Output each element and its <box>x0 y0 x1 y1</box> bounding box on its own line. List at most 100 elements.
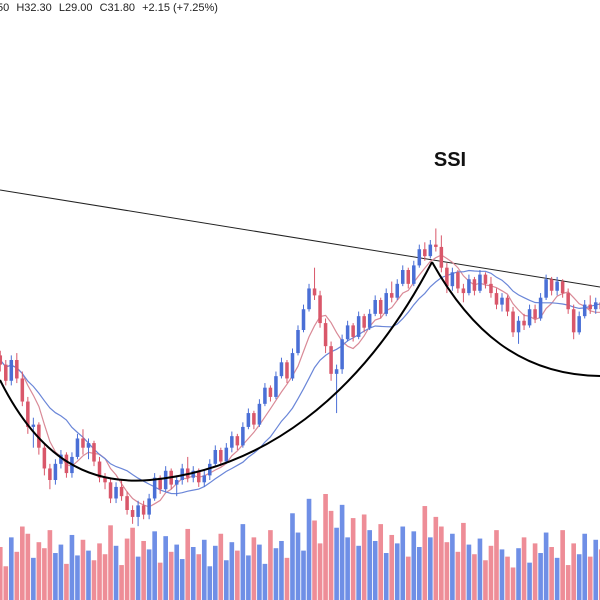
volume-bar <box>411 531 417 600</box>
volume-bar <box>262 563 268 600</box>
candlestick <box>456 270 460 294</box>
fast-moving-average-line <box>0 254 600 508</box>
volume-bar <box>163 536 168 600</box>
candlestick <box>378 297 383 319</box>
volume-bar <box>483 560 488 600</box>
candlestick <box>86 438 91 460</box>
candle-body <box>494 293 499 305</box>
volume-bar <box>560 530 565 600</box>
candlestick <box>483 272 488 289</box>
candle-body <box>373 300 377 314</box>
candle-body <box>312 288 317 296</box>
candle-body <box>505 297 510 312</box>
candlestick <box>15 353 19 384</box>
candle-body <box>241 426 245 446</box>
volume-bar <box>416 547 422 600</box>
change-value: +2.15 (+7.25%) <box>142 2 218 14</box>
candlestick <box>505 295 510 317</box>
candle-body <box>522 320 526 326</box>
candle-body <box>533 309 537 319</box>
candle-body <box>202 475 207 483</box>
candle-body <box>511 311 515 333</box>
candle-body <box>329 346 333 374</box>
volume-bar <box>124 538 130 600</box>
volume-bar <box>69 534 75 600</box>
candle-body <box>48 468 52 480</box>
candlestick <box>356 311 361 340</box>
candlestick <box>571 304 576 340</box>
candlestick <box>191 466 196 483</box>
volume-bar <box>212 545 218 600</box>
volume-bar <box>290 513 295 600</box>
candle-body <box>378 300 383 314</box>
volume-bar <box>582 533 588 600</box>
candle-body <box>246 413 251 427</box>
volume-bar <box>174 544 180 600</box>
candle-body <box>119 486 124 497</box>
volume-bar <box>422 506 428 600</box>
candle-body <box>191 470 196 478</box>
volume-bar <box>75 555 80 600</box>
candlestick <box>577 311 581 335</box>
candlestick <box>345 320 350 342</box>
candlestick <box>235 433 240 450</box>
candle-body <box>152 477 157 499</box>
candlestick <box>494 288 499 310</box>
volume-bar <box>372 540 378 600</box>
candle-body <box>301 309 306 330</box>
candlestick <box>389 281 394 303</box>
candle-body <box>434 244 438 247</box>
candle-body <box>130 510 135 517</box>
candle-body <box>53 463 58 480</box>
trendline-group <box>0 189 600 288</box>
candlestick <box>9 355 14 386</box>
candlestick <box>20 371 25 407</box>
volume-bar <box>521 537 527 600</box>
volume-bar <box>317 543 323 600</box>
candle-body <box>472 279 477 291</box>
volume-bar <box>356 545 361 600</box>
volume-bar <box>135 556 141 600</box>
candlestick <box>252 410 256 430</box>
candle-body <box>351 325 355 337</box>
volume-bar <box>439 526 444 600</box>
candlestick <box>400 265 405 287</box>
candlestick <box>318 290 322 328</box>
candlestick <box>97 456 102 483</box>
volume-bar <box>42 548 47 600</box>
cup-curve-right <box>431 261 600 377</box>
volume-bar <box>179 559 185 600</box>
candle-body <box>42 447 47 469</box>
volume-bar <box>565 565 571 600</box>
volume-bar <box>268 530 273 600</box>
candle-body <box>31 424 36 427</box>
candlestick <box>439 235 444 273</box>
volume-bar <box>36 542 42 600</box>
volume-bar <box>201 539 207 600</box>
volume-bar <box>494 530 499 600</box>
volume-bar <box>224 560 229 600</box>
candlestick <box>489 276 493 298</box>
volume-bar <box>350 518 356 600</box>
volume-bar <box>405 556 411 600</box>
volume-bar <box>86 550 91 600</box>
candlestick <box>114 482 118 504</box>
candlestick <box>511 306 515 337</box>
open-value: 50 <box>0 2 10 14</box>
volume-bar <box>328 510 334 600</box>
candlestick <box>230 431 234 453</box>
candlestick <box>257 399 262 427</box>
candlestick <box>340 334 344 374</box>
volume-bar <box>477 538 483 600</box>
volume-bar <box>157 562 163 600</box>
candlesticks <box>0 228 600 527</box>
candlestick <box>423 242 427 261</box>
volume-bar <box>301 550 306 600</box>
candle-body <box>59 454 63 464</box>
volume-bar <box>246 555 251 600</box>
candlestick <box>42 443 47 476</box>
candle-body <box>323 323 328 347</box>
candle-body <box>345 325 350 340</box>
volume-bar <box>576 554 582 600</box>
candle-body <box>9 360 14 381</box>
